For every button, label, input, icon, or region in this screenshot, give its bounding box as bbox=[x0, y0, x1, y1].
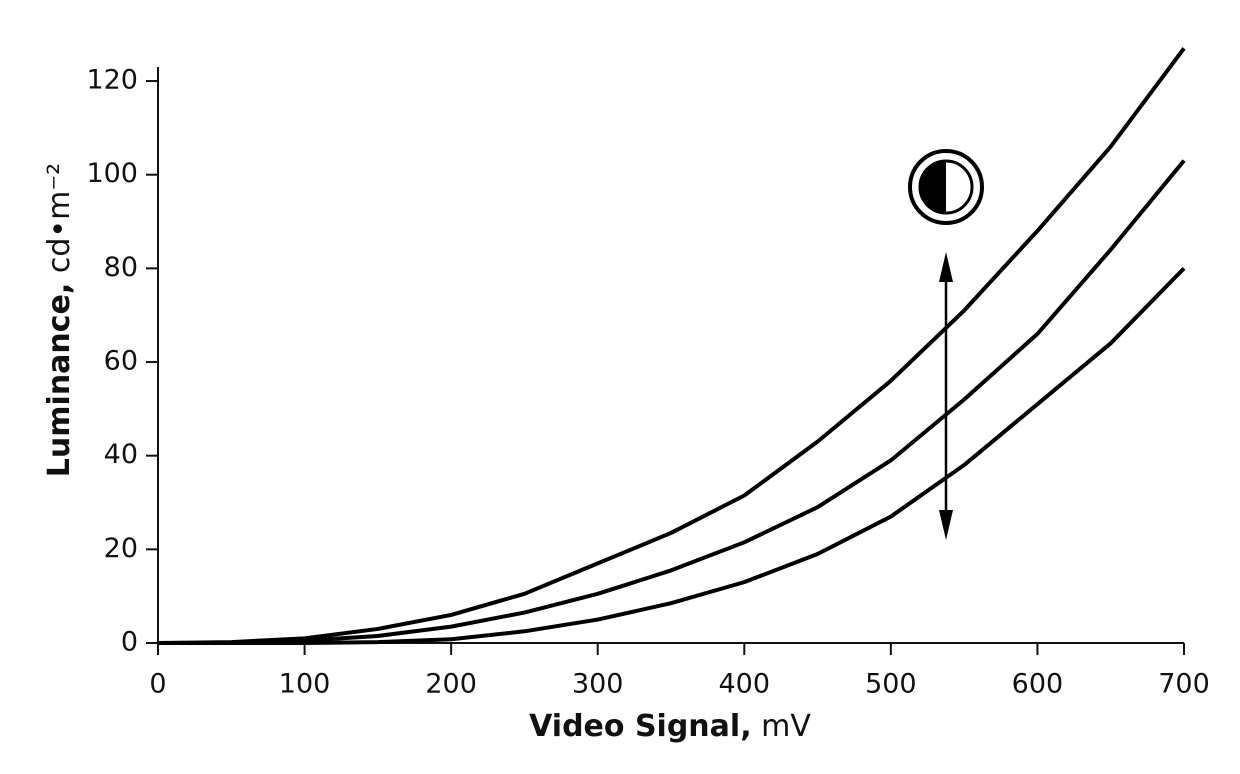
x-axis-label: Video Signal, mV bbox=[529, 709, 811, 744]
line-series bbox=[157, 47, 1186, 645]
x-tick-label: 700 bbox=[1158, 669, 1210, 700]
y-tick-label: 80 bbox=[104, 252, 138, 283]
x-tick-label: 0 bbox=[149, 669, 166, 700]
y-tick-label: 20 bbox=[104, 533, 138, 564]
contrast-icon bbox=[908, 149, 984, 225]
x-label-main: Video Signal, bbox=[529, 709, 752, 744]
line-series bbox=[158, 159, 1186, 645]
x-label-unit: mV bbox=[761, 709, 811, 744]
line-series bbox=[158, 266, 1186, 645]
x-tick-label: 100 bbox=[279, 669, 331, 700]
y-tick-label: 0 bbox=[121, 627, 138, 658]
y-label-main: Luminance, bbox=[42, 283, 77, 478]
x-tick-label: 400 bbox=[719, 669, 771, 700]
double-arrow bbox=[939, 252, 953, 540]
y-axis-label: Luminance, cd•m⁻² bbox=[42, 163, 77, 477]
y-label-unit: cd•m⁻² bbox=[42, 163, 77, 273]
x-tick-label: 500 bbox=[865, 669, 917, 700]
icon-half bbox=[920, 161, 946, 213]
y-tick-label: 60 bbox=[104, 346, 138, 377]
y-tick-label: 120 bbox=[86, 65, 138, 96]
x-tick-label: 300 bbox=[572, 669, 624, 700]
arrow-head-up bbox=[939, 252, 953, 282]
x-tick-label: 600 bbox=[1012, 669, 1064, 700]
x-tick-label: 200 bbox=[425, 669, 477, 700]
y-tick-label: 40 bbox=[104, 439, 138, 470]
arrow-head-down bbox=[939, 510, 953, 540]
y-tick-label: 100 bbox=[86, 158, 138, 189]
